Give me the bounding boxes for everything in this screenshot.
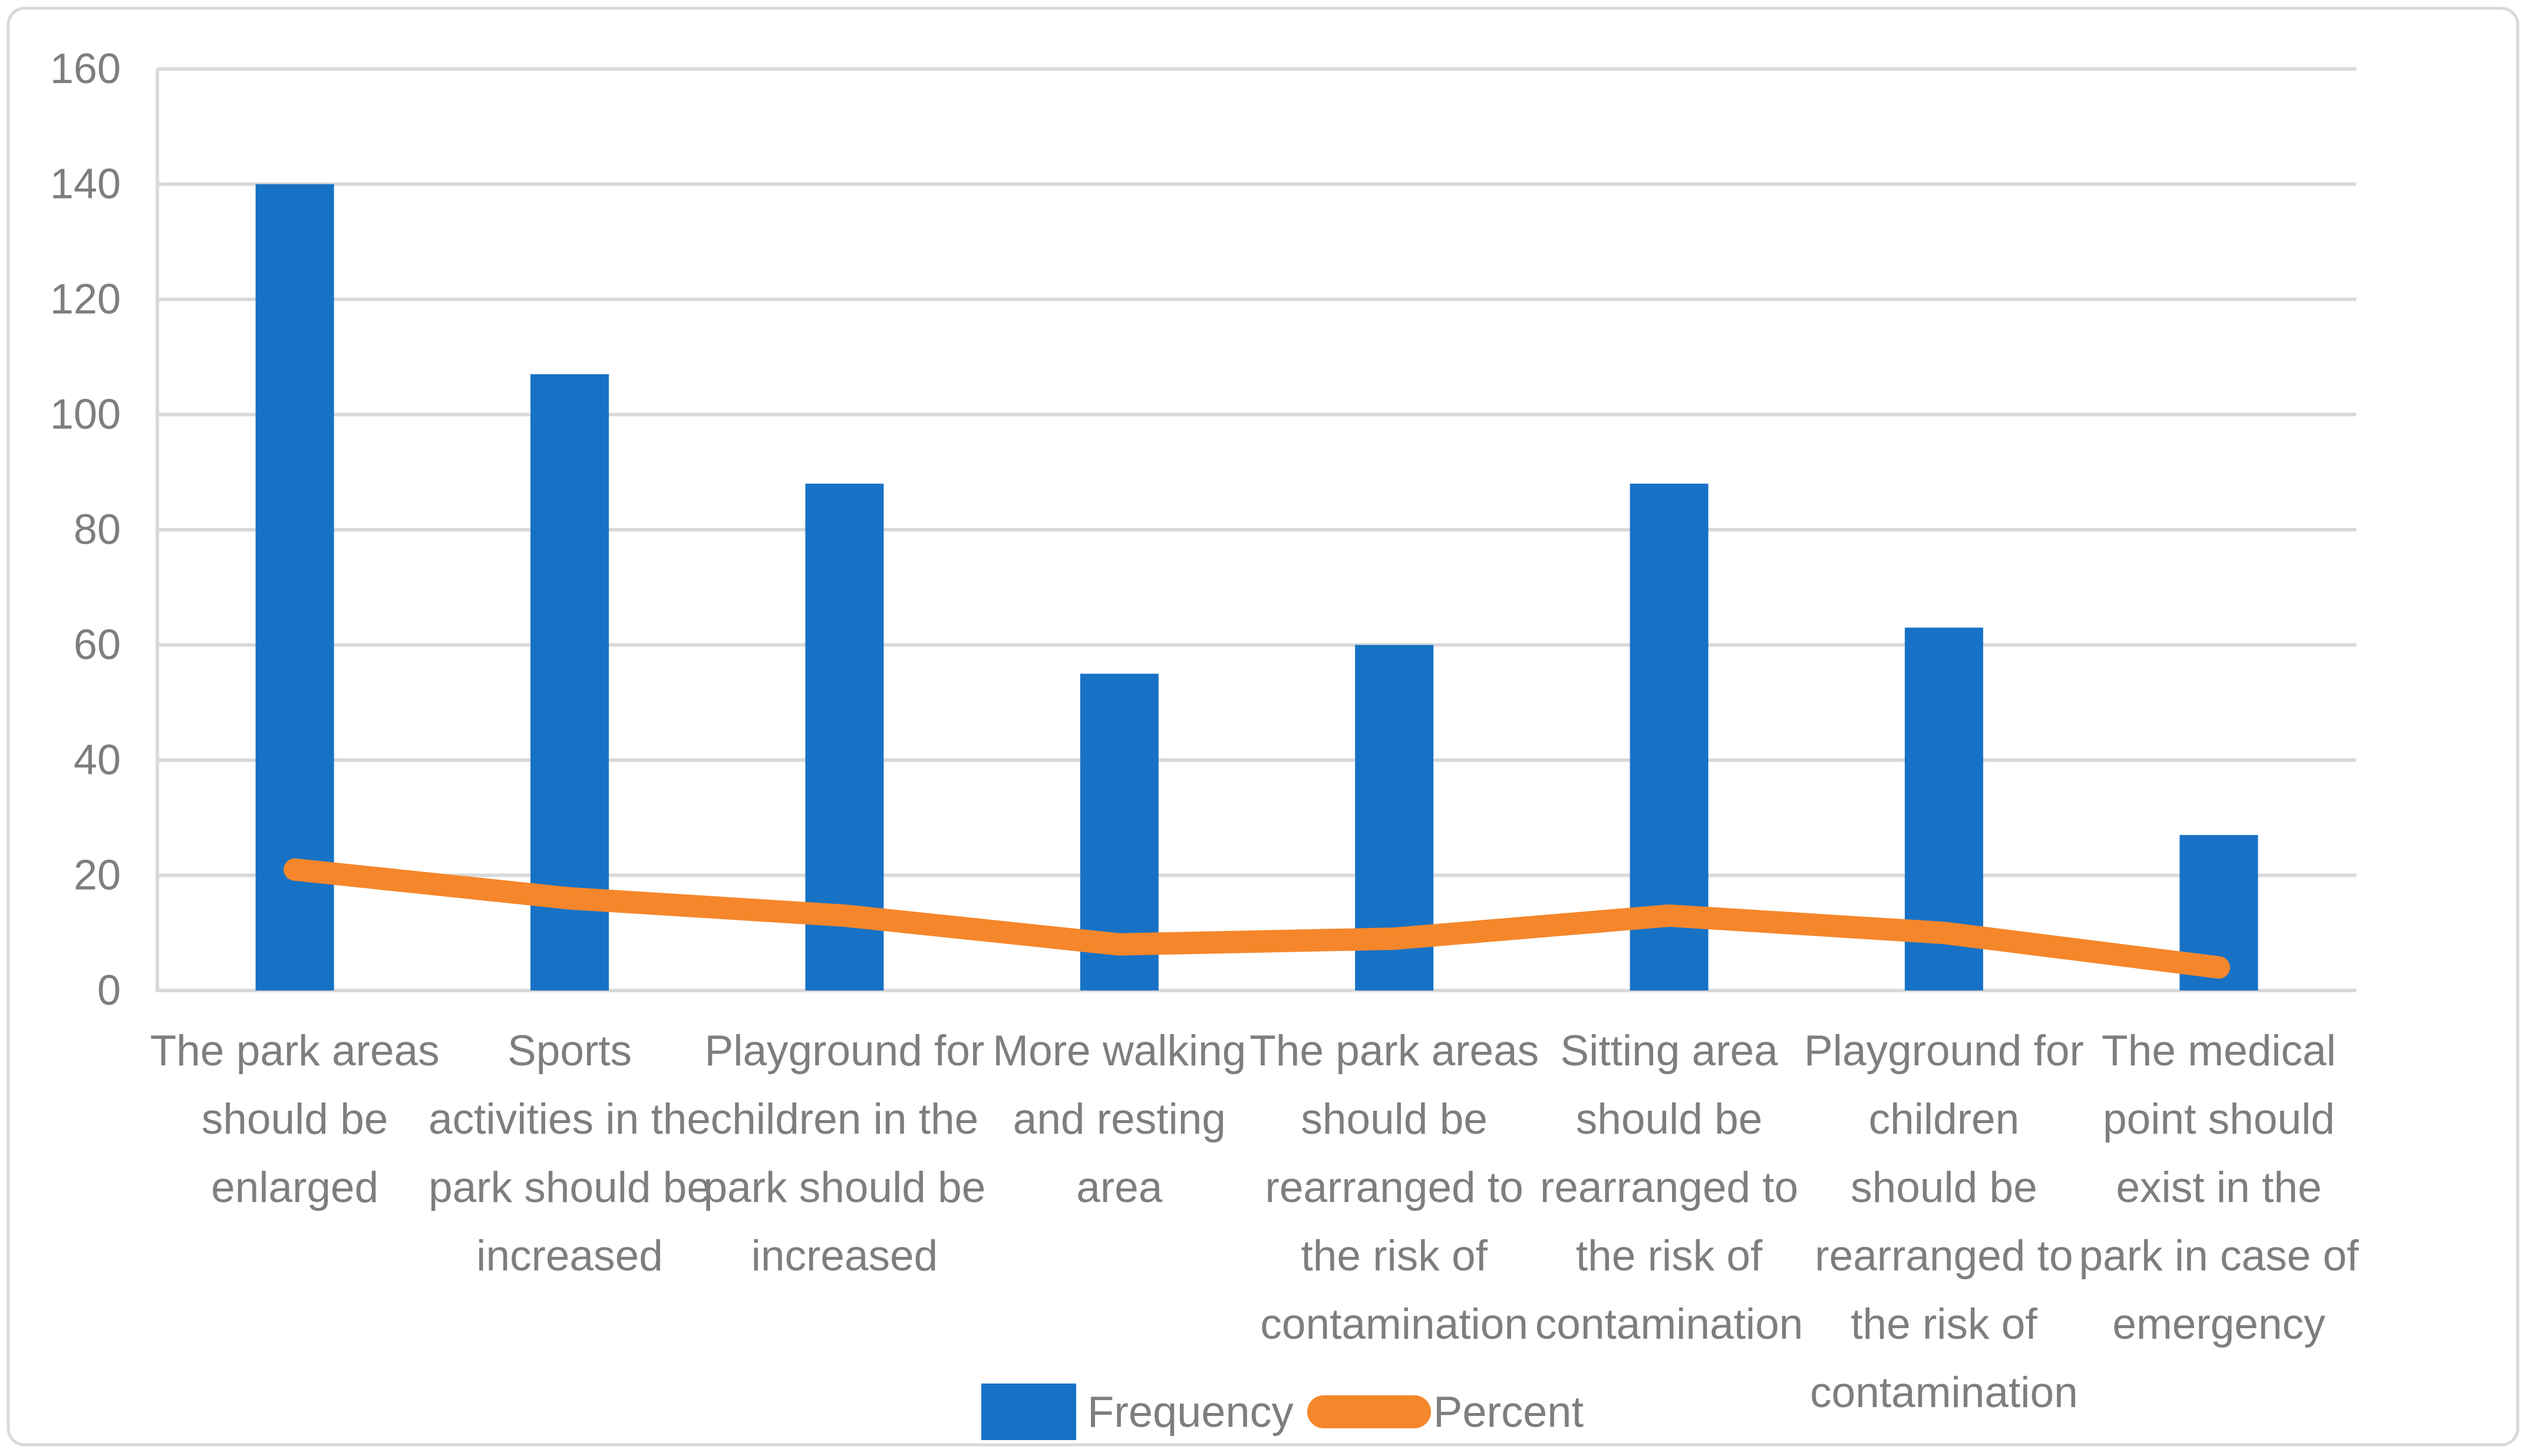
y-tick-label-20: 20 bbox=[74, 852, 121, 899]
legend-label-frequency: Frequency bbox=[1087, 1388, 1294, 1437]
y-tick-label-120: 120 bbox=[50, 276, 121, 323]
x-category-label-4: More walking and resting area bbox=[992, 1027, 1246, 1211]
y-tick-label-0: 0 bbox=[97, 967, 121, 1014]
chart-frame bbox=[6, 6, 2520, 1447]
x-category-label-8: The medical point should exist in the park … bbox=[2079, 1027, 2359, 1348]
percent-line bbox=[283, 858, 2230, 979]
x-category-label-5: The park areas should be rearranged to the … bbox=[1249, 1027, 1539, 1348]
y-tick-label-100: 100 bbox=[50, 391, 121, 438]
x-category-label-6: Sitting area should be rearranged to the ri… bbox=[1535, 1027, 1803, 1348]
y-tick-label-80: 80 bbox=[74, 506, 121, 553]
y-tick-label-160: 160 bbox=[50, 45, 121, 93]
legend-label-percent: Percent bbox=[1433, 1388, 1584, 1437]
x-category-label-3: Playground for children in the park should… bbox=[703, 1027, 985, 1280]
legend-swatch-frequency bbox=[981, 1384, 1076, 1440]
y-tick-label-40: 40 bbox=[74, 737, 121, 784]
y-tick-label-140: 140 bbox=[50, 161, 121, 208]
bar-frequency-1 bbox=[255, 184, 334, 991]
x-category-label-7: Playground for children should be rearrange… bbox=[1804, 1027, 2084, 1417]
x-category-label-2: Sports activities in the park should be inc… bbox=[428, 1027, 711, 1280]
y-tick-label-60: 60 bbox=[74, 622, 121, 669]
x-category-label-1: The park areas should be enlarged bbox=[150, 1027, 440, 1211]
